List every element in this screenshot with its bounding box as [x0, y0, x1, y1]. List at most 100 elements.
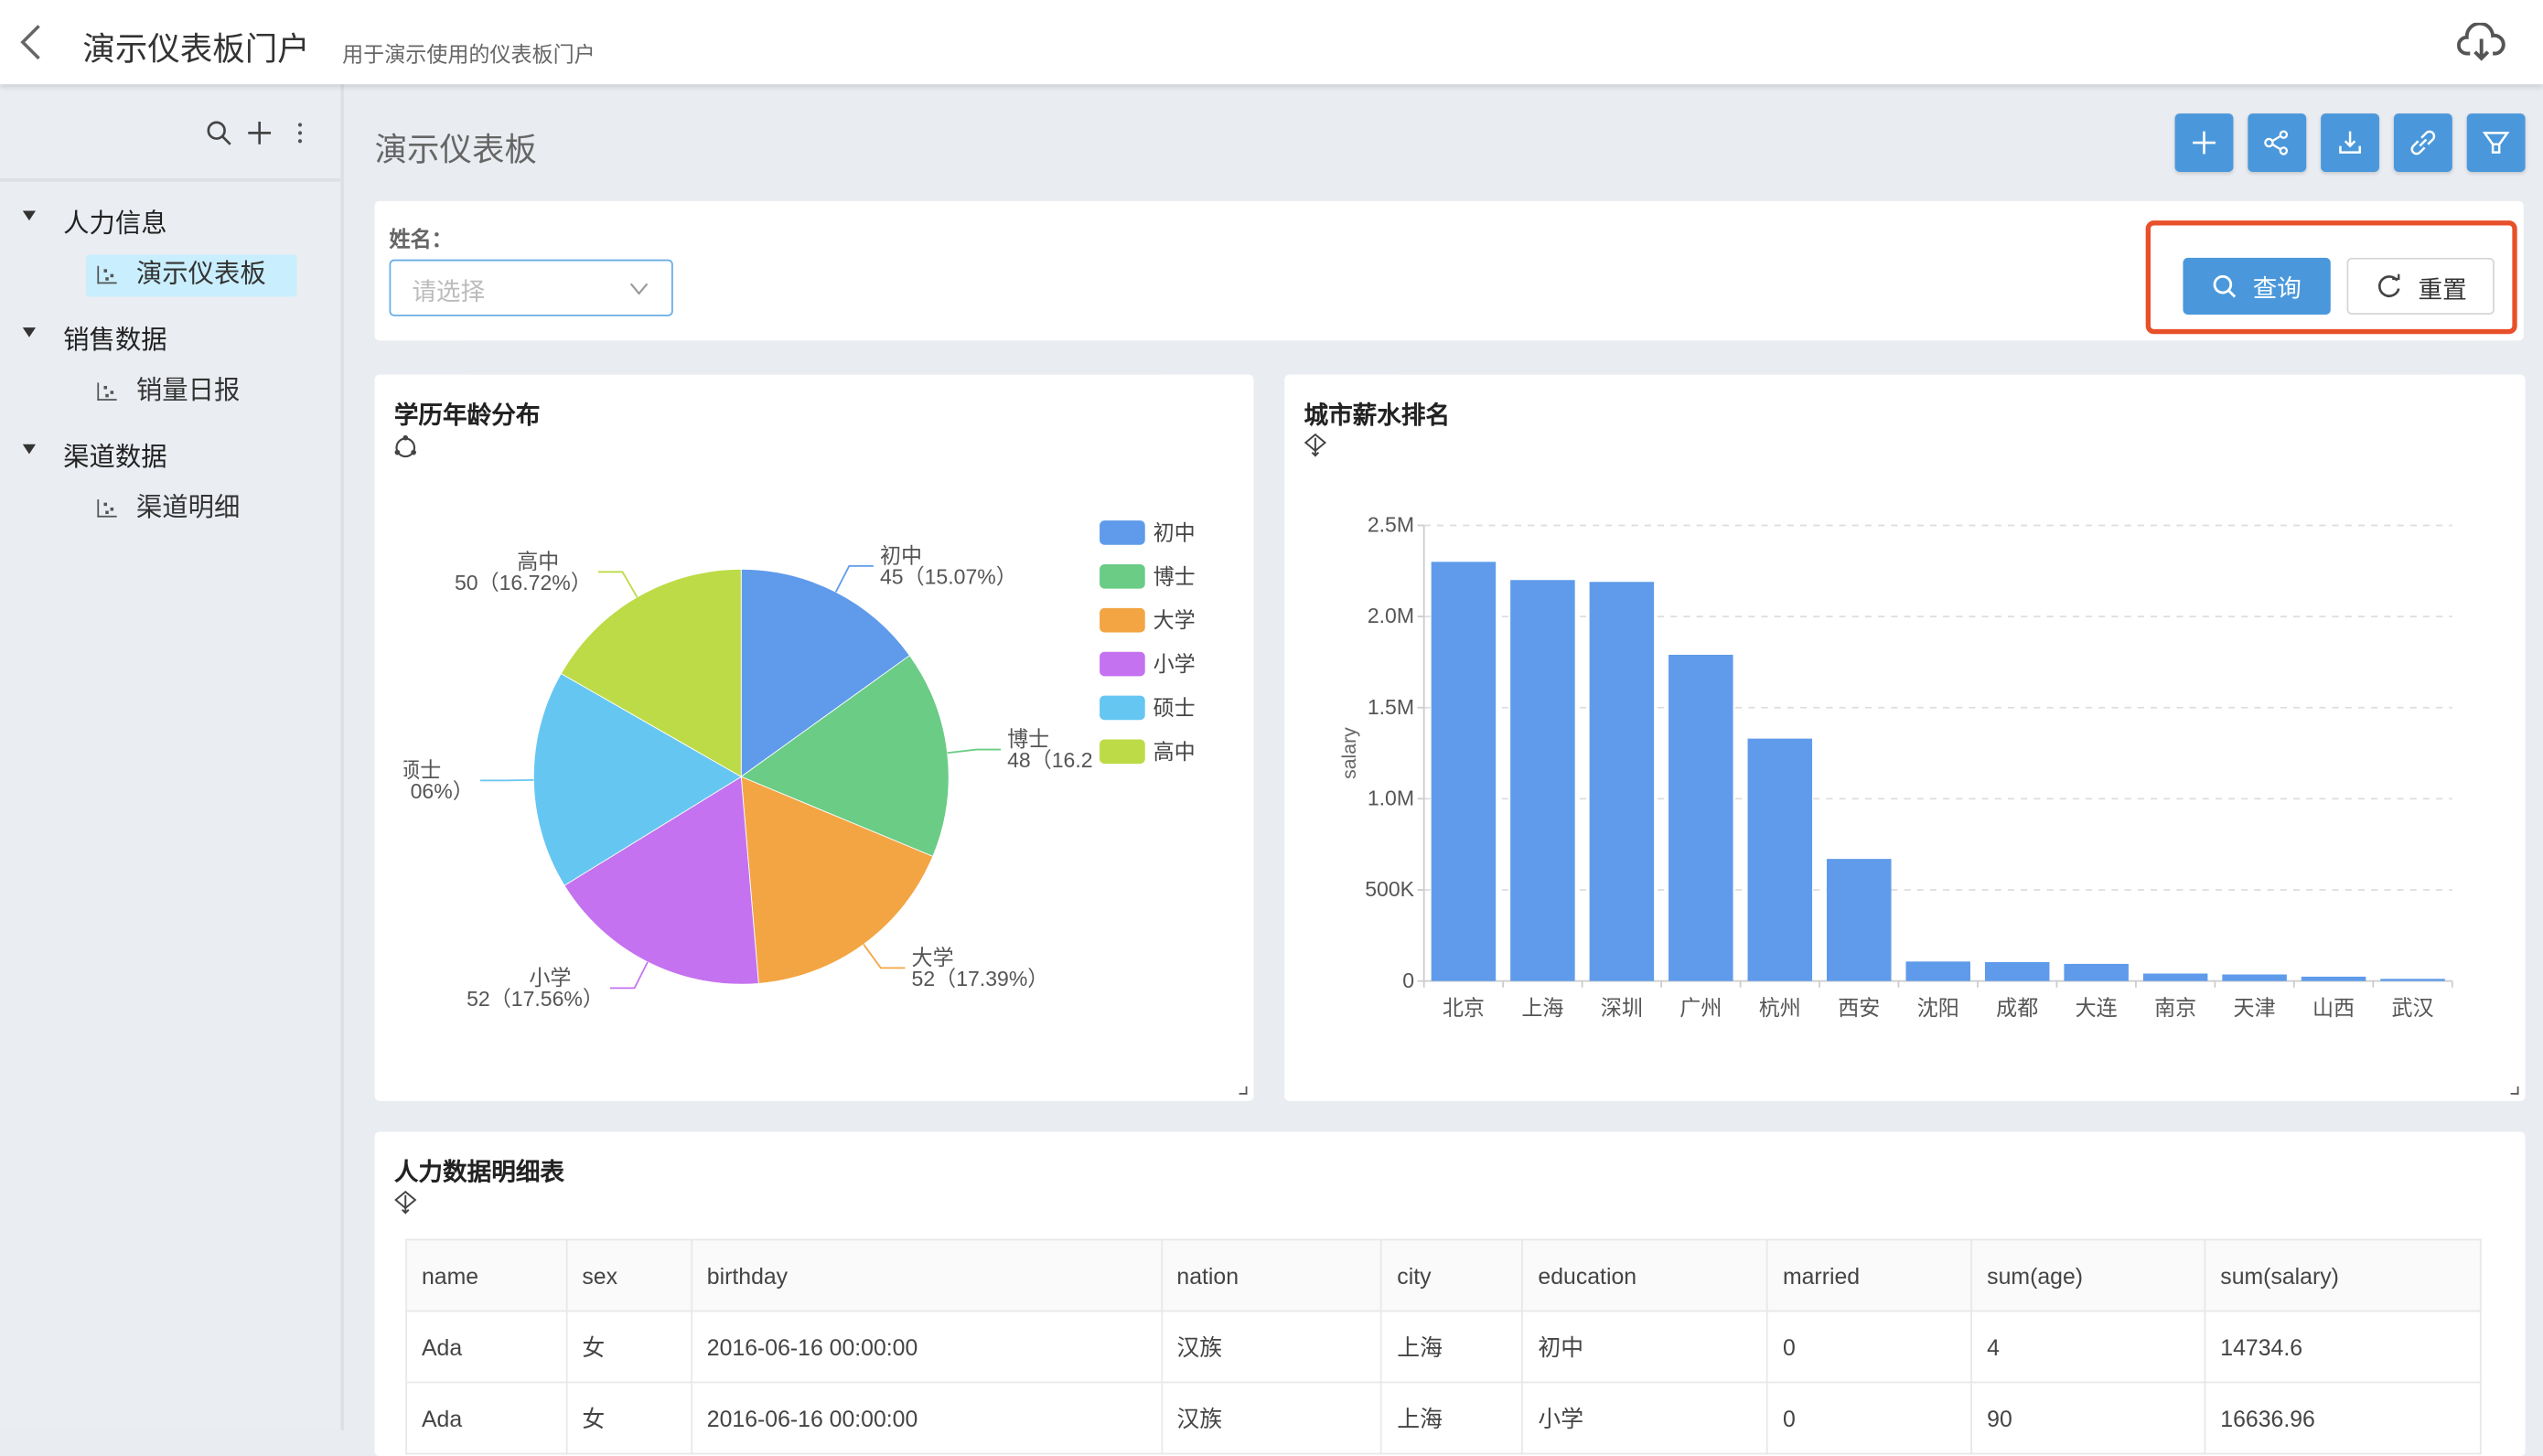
pie-slice-初中[interactable]: [740, 568, 911, 778]
name-filter-label: 姓名：: [389, 227, 453, 252]
download-button[interactable]: [2321, 113, 2379, 172]
bar-杭州[interactable]: [1747, 738, 1813, 981]
x-tick-label: 深圳: [1601, 996, 1643, 1020]
reset-button[interactable]: 重置: [2346, 257, 2495, 315]
chart-icon: [97, 382, 117, 401]
share-button[interactable]: [2248, 113, 2307, 172]
bar-西安[interactable]: [1827, 859, 1892, 981]
tree-item-channel-detail[interactable]: 渠道明细: [86, 488, 296, 530]
x-tick-label: 天津: [2234, 996, 2276, 1020]
legend-swatch[interactable]: [1100, 695, 1145, 721]
tree-group-sales[interactable]: 销售数据: [0, 318, 325, 355]
bar-沈阳[interactable]: [1905, 961, 1970, 981]
table-cell: 上海: [1380, 1381, 1524, 1455]
bar-北京[interactable]: [1431, 562, 1497, 981]
cloud-download-icon[interactable]: [2457, 22, 2505, 65]
bar-大连[interactable]: [2064, 963, 2129, 981]
add-button[interactable]: [2174, 113, 2234, 172]
filter-button[interactable]: [2466, 113, 2526, 172]
column-header[interactable]: birthday: [691, 1238, 1163, 1312]
legend-swatch[interactable]: [1100, 739, 1145, 765]
column-header[interactable]: name: [405, 1238, 568, 1312]
x-tick-label: 沈阳: [1917, 996, 1959, 1020]
legend-swatch[interactable]: [1100, 520, 1145, 545]
column-header[interactable]: sum(age): [1970, 1238, 2206, 1312]
sidebar: 人力信息 演示仪表板 销售数据 销量日报 渠道数据 渠道明细: [0, 84, 344, 1430]
query-button[interactable]: 查询: [2183, 257, 2331, 315]
legend-label[interactable]: 大学: [1153, 608, 1196, 632]
drill-icon[interactable]: [392, 1190, 418, 1215]
bar-成都[interactable]: [1984, 961, 2050, 981]
search-icon: [2213, 274, 2237, 298]
filter-icon: [2482, 132, 2510, 154]
name-select[interactable]: 请选择: [389, 259, 673, 316]
column-header[interactable]: nation: [1160, 1238, 1383, 1312]
bar-广州[interactable]: [1669, 654, 1733, 981]
table-cell: 14734.6: [2204, 1310, 2482, 1384]
bar-南京[interactable]: [2142, 973, 2208, 981]
legend-label[interactable]: 博士: [1153, 564, 1196, 588]
plus-icon: [2193, 131, 2216, 155]
x-tick-label: 西安: [1838, 996, 1880, 1020]
tree-group-hr[interactable]: 人力信息: [0, 201, 325, 239]
search-icon[interactable]: [206, 120, 231, 145]
legend-label[interactable]: 小学: [1153, 652, 1196, 676]
column-header[interactable]: city: [1380, 1238, 1524, 1312]
drill-icon[interactable]: [1303, 433, 1328, 458]
pie-leader-line: [834, 564, 874, 593]
x-tick-label: 上海: [1521, 996, 1563, 1020]
table-cell: 上海: [1380, 1310, 1524, 1384]
table-header-row: name sex birthday nation city education marrie…: [405, 1238, 2482, 1312]
bar-山西[interactable]: [2301, 976, 2366, 981]
legend-swatch[interactable]: [1100, 564, 1145, 589]
portal-title: 演示仪表板门户: [82, 32, 310, 69]
legend-label[interactable]: 高中: [1153, 740, 1196, 764]
table-cell: 初中: [1521, 1310, 1768, 1384]
column-header[interactable]: sum(salary): [2204, 1238, 2482, 1312]
x-tick-label: 大连: [2076, 996, 2118, 1020]
legend-label[interactable]: 硕士: [1153, 696, 1196, 720]
bar-武汉[interactable]: [2380, 979, 2445, 981]
pie-slice-硕士[interactable]: [532, 672, 743, 886]
more-vertical-icon[interactable]: [295, 120, 306, 145]
bar-深圳[interactable]: [1589, 582, 1655, 981]
pie-label-name: 高中: [517, 550, 559, 573]
legend-swatch[interactable]: [1100, 651, 1145, 677]
pie-slice-博士[interactable]: [740, 655, 950, 857]
column-header[interactable]: married: [1766, 1238, 1973, 1312]
tree-item-sales-daily[interactable]: 销量日报: [86, 371, 296, 413]
pie-label-value: 50（16.72%）: [455, 571, 592, 594]
table-cell: 汉族: [1160, 1310, 1383, 1384]
chart-icon: [97, 265, 117, 284]
plus-icon[interactable]: [246, 120, 272, 145]
table-card: 人力数据明细表 name sex birthday nation city educati…: [374, 1131, 2526, 1456]
caret-down-icon: [22, 327, 37, 337]
legend-label[interactable]: 初中: [1153, 520, 1196, 544]
pie-slice-高中[interactable]: [560, 568, 742, 778]
highlight-box: [2145, 220, 2517, 335]
resize-handle[interactable]: [1239, 1086, 1248, 1095]
pie-label-name: 硕士: [403, 758, 441, 782]
pie-leader-line: [597, 571, 638, 598]
table-cell: 16636.96: [2204, 1381, 2482, 1455]
refresh-cycle-icon[interactable]: [392, 433, 418, 458]
table-cell: Ada: [405, 1381, 568, 1455]
link-button[interactable]: [2393, 113, 2452, 172]
back-chevron-icon[interactable]: [18, 23, 44, 62]
bar-天津[interactable]: [2222, 974, 2287, 981]
resize-handle[interactable]: [2510, 1086, 2519, 1095]
bar-上海[interactable]: [1510, 580, 1575, 981]
x-tick-label: 武汉: [2392, 996, 2434, 1020]
pie-label-value: 52（17.56%）: [467, 987, 604, 1011]
y-axis-label: salary: [1338, 727, 1360, 779]
pie-chart: 初中45（15.07%）博士48（16.2大学52（17.39%）小学52（17…: [403, 520, 1196, 1011]
column-header[interactable]: sex: [565, 1238, 692, 1312]
y-tick-label: 2.5M: [1368, 513, 1414, 537]
tree-group-channel[interactable]: 渠道数据: [0, 434, 325, 472]
pie-label-name: 大学: [912, 946, 954, 969]
column-header[interactable]: education: [1521, 1238, 1768, 1312]
tree-item-demo-dashboard[interactable]: 演示仪表板: [85, 254, 297, 297]
table-cell: 女: [565, 1381, 692, 1455]
chevron-down-icon: [629, 283, 649, 295]
legend-swatch[interactable]: [1100, 607, 1145, 633]
